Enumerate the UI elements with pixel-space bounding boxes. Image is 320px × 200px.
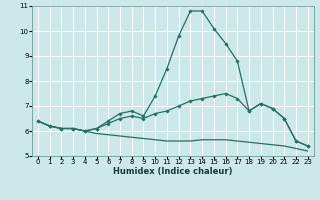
X-axis label: Humidex (Indice chaleur): Humidex (Indice chaleur) xyxy=(113,167,233,176)
